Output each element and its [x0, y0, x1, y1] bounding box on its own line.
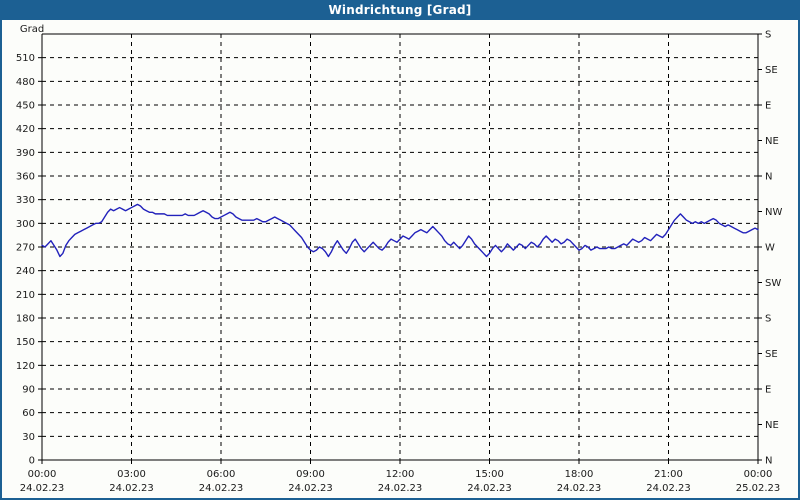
y-axis-label-right: E: [765, 101, 771, 112]
y-axis-label-left: 450: [16, 101, 35, 112]
x-axis-label-date: 24.02.23: [557, 483, 602, 494]
x-axis-label-time: 18:00: [565, 469, 594, 480]
y-axis-label-left: 180: [16, 314, 35, 325]
data-line-windrichtung: [41, 203, 759, 258]
y-axis-label-left: 120: [16, 361, 35, 372]
x-axis-label-date: 24.02.23: [288, 483, 333, 494]
y-axis-label-left: 330: [16, 195, 35, 206]
wind-direction-chart: 0 30 60 90 120 150 180 210 240 270 300 330 360 390 420…: [16, 24, 783, 494]
y-axis-label-right: NE: [765, 420, 779, 431]
x-axis-label-date: 24.02.23: [646, 483, 691, 494]
window-title: Windrichtung [Grad]: [2, 0, 798, 20]
y-axis-label-right: SE: [765, 349, 778, 360]
y-axis-label-right: E: [765, 385, 771, 396]
y-axis-unit-label: Grad: [20, 24, 44, 35]
y-axis-label-right: NE: [765, 136, 779, 147]
y-axis-label-left: 510: [16, 53, 35, 64]
y-axis-label-left: 300: [16, 219, 35, 230]
y-axis-label-right: S: [765, 30, 771, 41]
x-axis-label-time: 03:00: [117, 469, 146, 480]
y-axis-label-left: 210: [16, 290, 35, 301]
y-axis-label-right: NW: [765, 207, 782, 218]
x-axis-label-time: 06:00: [207, 469, 236, 480]
y-axis-label-right: W: [765, 243, 775, 254]
x-axis-label-time: 00:00: [28, 469, 57, 480]
y-axis-label-right: S: [765, 314, 771, 325]
x-axis-label-date: 25.02.23: [736, 483, 781, 494]
x-axis-label-time: 21:00: [654, 469, 683, 480]
y-axis-label-left: 270: [16, 243, 35, 254]
chart-area: 0 30 60 90 120 150 180 210 240 270 300 330 360 390 420…: [2, 20, 798, 498]
x-axis-label-date: 24.02.23: [199, 483, 244, 494]
y-axis-label-left: 240: [16, 266, 35, 277]
x-axis-label-time: 15:00: [475, 469, 504, 480]
y-axis-label-right: N: [765, 456, 772, 467]
y-axis-label-left: 360: [16, 172, 35, 183]
y-axis-label-right: SE: [765, 65, 778, 76]
x-axis-label-date: 24.02.23: [378, 483, 423, 494]
y-axis-label-left: 390: [16, 148, 35, 159]
y-axis-label-right: N: [765, 172, 772, 183]
y-axis-label-right: SW: [765, 278, 781, 289]
y-axis-label-left: 420: [16, 124, 35, 135]
x-axis-label-date: 24.02.23: [109, 483, 154, 494]
x-axis-label-time: 09:00: [296, 469, 325, 480]
x-axis-label-time: 00:00: [744, 469, 773, 480]
y-axis-label-left: 30: [22, 432, 35, 443]
x-axis-label-date: 24.02.23: [20, 483, 65, 494]
x-axis-label-date: 24.02.23: [467, 483, 512, 494]
y-axis-label-left: 150: [16, 337, 35, 348]
x-axis-label-time: 12:00: [386, 469, 415, 480]
y-axis-label-left: 90: [22, 385, 35, 396]
y-axis-label-left: 60: [22, 408, 35, 419]
y-axis-label-left: 480: [16, 77, 35, 88]
y-axis-label-left: 0: [29, 456, 35, 467]
